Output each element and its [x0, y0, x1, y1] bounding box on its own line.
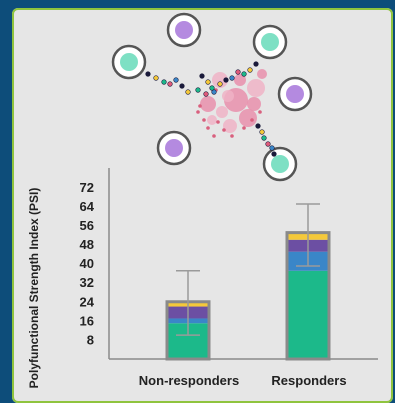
cytokine-dot: [205, 79, 211, 85]
cytokine-dot: [217, 81, 223, 87]
y-tick-label: 16: [80, 313, 94, 328]
y-ticks: 8 16 24 32 40 48 56 64 72: [80, 180, 95, 348]
y-tick-label: 56: [80, 218, 94, 233]
psi-bar-chart: Polyfunctional Strength Index (PSI) 8 16 2…: [27, 168, 378, 388]
teal-cell-icon: [252, 24, 288, 60]
cytokine-dot: [211, 89, 217, 95]
cytokine-dot: [153, 75, 159, 81]
cytokine-dot: [253, 61, 259, 67]
bars: [165, 231, 331, 361]
y-tick-label: 24: [80, 294, 95, 309]
tumor-cluster-icon: [196, 69, 267, 138]
cytokine-dot: [265, 141, 271, 147]
cytokine-dot: [185, 89, 191, 95]
tumor-speck: [196, 110, 200, 114]
cell-nucleus: [286, 85, 304, 103]
error-bars: [176, 203, 320, 336]
cell-nucleus: [271, 155, 289, 173]
purple-cell-icon: [277, 76, 313, 112]
tumor-speck: [202, 118, 206, 122]
cytokine-dot: [255, 123, 261, 129]
y-tick-label: 32: [80, 275, 94, 290]
cell-nucleus: [261, 33, 279, 51]
teal-cell-icon: [111, 44, 147, 80]
y-tick-label: 72: [80, 180, 94, 195]
tumor-speck: [216, 120, 220, 124]
tumor-blob: [207, 115, 217, 125]
psi-figure: Polyfunctional Strength Index (PSI) 8 16 2…: [27, 12, 378, 388]
cytokine-dot: [229, 75, 235, 81]
cytokine-dot: [271, 151, 277, 157]
tumor-blob: [234, 74, 246, 86]
cytokine-dot: [259, 129, 265, 135]
tumor-speck: [250, 118, 254, 122]
purple-cell-icon: [166, 12, 202, 48]
y-axis-label: Polyfunctional Strength Index (PSI): [27, 188, 41, 389]
tumor-blob: [200, 96, 216, 112]
cytokine-dot: [161, 79, 167, 85]
cell-nucleus: [175, 21, 193, 39]
purple-cell-icon: [156, 130, 192, 166]
cytokine-dot: [167, 81, 173, 87]
cytokine-dot: [145, 71, 151, 77]
tumor-blob: [216, 106, 228, 118]
y-tick-label: 64: [80, 199, 95, 214]
tumor-blob: [247, 97, 261, 111]
bar-segment: [287, 270, 329, 359]
cytokine-dot: [203, 91, 209, 97]
cytokine-dot: [269, 145, 275, 151]
tumor-blob: [223, 119, 237, 133]
cytokine-dot: [209, 85, 215, 91]
cytokine-dot: [235, 69, 241, 75]
y-tick-label: 40: [80, 256, 94, 271]
tumor-speck: [258, 110, 262, 114]
x-category-label: Responders: [271, 373, 346, 388]
tumor-blob: [247, 79, 265, 97]
teal-cell-icon: [262, 146, 298, 182]
tumor-blob: [239, 109, 257, 127]
tumor-speck: [242, 126, 246, 130]
cytokine-dot: [195, 87, 201, 93]
tumor-speck: [198, 104, 202, 108]
tumor-speck: [230, 134, 234, 138]
cell-nucleus: [120, 53, 138, 71]
x-category-label: Non-responders: [139, 373, 239, 388]
tumor-blob: [222, 90, 234, 102]
tumor-blob: [212, 72, 228, 88]
cytokine-dot: [223, 77, 229, 83]
cytokine-dot: [247, 67, 253, 73]
x-categories: Non-responders Responders: [139, 373, 347, 388]
figure-card: Polyfunctional Strength Index (PSI) 8 16 2…: [12, 8, 393, 403]
cell-nucleus: [165, 139, 183, 157]
y-tick-label: 48: [80, 237, 94, 252]
cytokine-dot: [199, 73, 205, 79]
tumor-speck: [212, 134, 216, 138]
cytokine-dot: [241, 71, 247, 77]
cell-illustration: [111, 12, 313, 182]
cytokine-dot: [179, 83, 185, 89]
cytokine-dot: [261, 135, 267, 141]
y-tick-label: 8: [87, 332, 94, 347]
tumor-blob: [257, 69, 267, 79]
cytokine-dot: [173, 77, 179, 83]
tumor-speck: [222, 128, 226, 132]
tumor-speck: [206, 126, 210, 130]
